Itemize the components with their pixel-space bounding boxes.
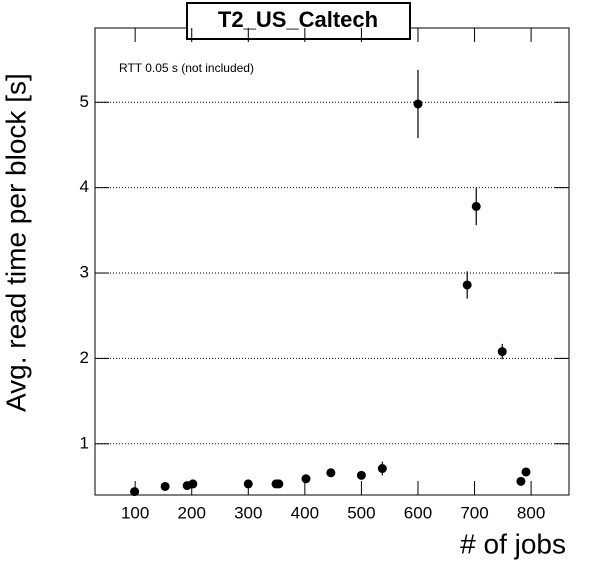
x-tick-label: 100 [121,503,149,522]
point [377,464,387,474]
point [413,99,423,109]
annotation: RTT 0.05 s (not included) [119,61,254,75]
point [516,476,526,486]
point [356,470,366,480]
x-tick-label: 300 [234,503,262,522]
x-tick-label: 400 [291,503,319,522]
point [471,201,481,211]
point [274,479,284,489]
point [326,468,336,478]
title-box [186,2,411,40]
point [497,347,507,357]
x-tick-label: 600 [404,503,432,522]
plot-frame [94,27,570,496]
point [243,479,253,489]
point [160,481,170,491]
x-tick-label: 200 [178,503,206,522]
x-axis-label: # of jobs [460,528,566,559]
point [188,479,198,489]
y-tick-label: 3 [80,263,89,282]
y-tick-label: 4 [80,177,89,196]
point [130,487,140,497]
x-tick-label: 700 [460,503,488,522]
x-tick-label: 500 [347,503,375,522]
y-axis-label: Avg. read time per block [s] [0,73,31,412]
point [462,280,472,290]
chart-title: T2_US_Caltech [218,7,378,32]
point [521,467,531,477]
x-tick-label: 800 [517,503,545,522]
point [301,474,311,484]
y-tick-label: 1 [80,433,89,452]
y-tick-label: 2 [80,348,89,367]
y-tick-label: 5 [80,92,89,111]
